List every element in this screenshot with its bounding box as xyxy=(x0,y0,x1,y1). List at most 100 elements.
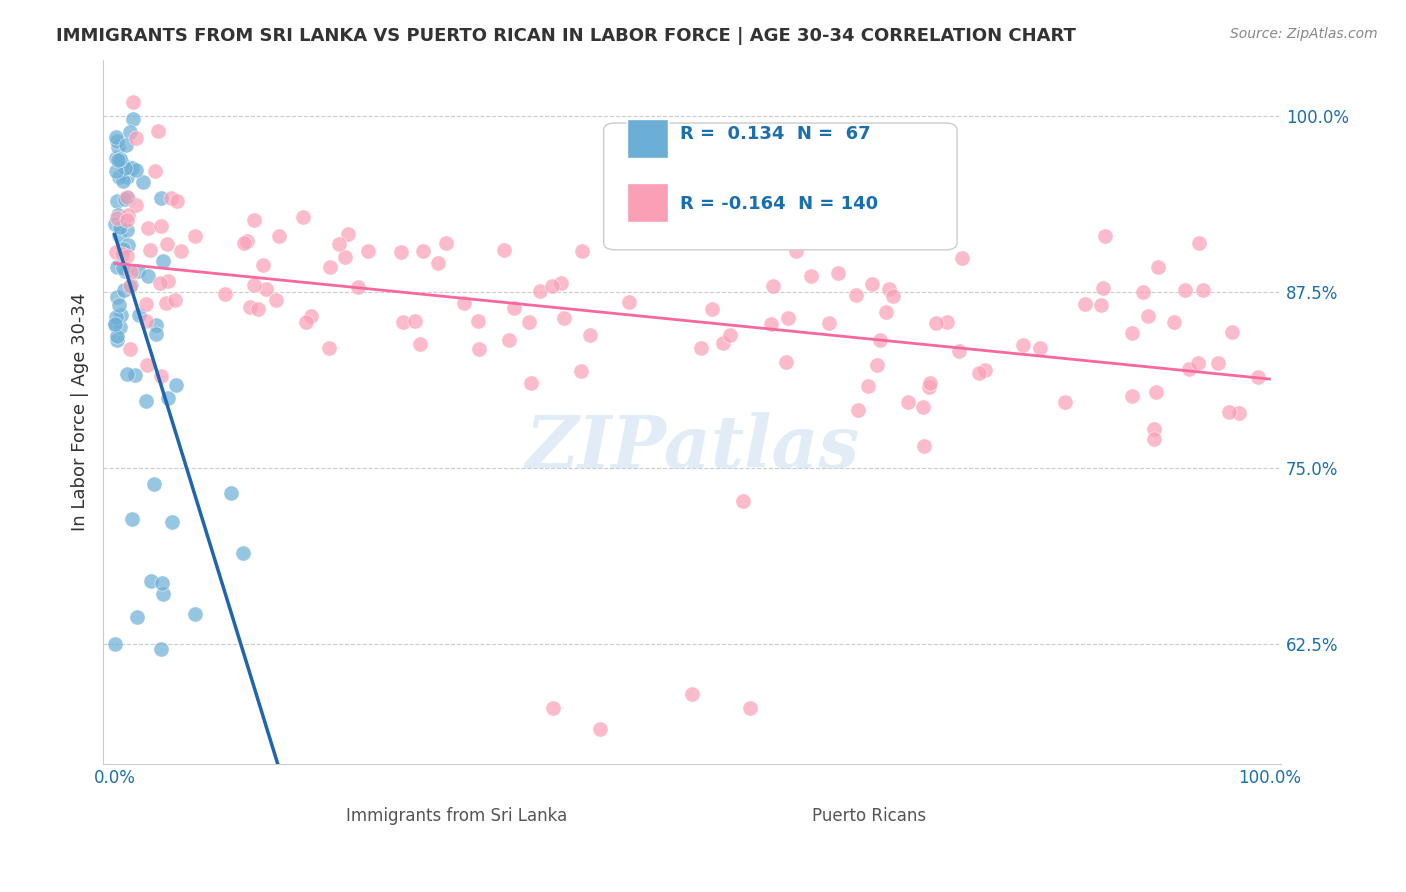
Point xyxy=(1074,296,1097,310)
Point xyxy=(731,494,754,508)
Point xyxy=(122,112,145,126)
Point xyxy=(124,198,146,212)
Point xyxy=(269,229,291,244)
Point xyxy=(848,403,870,417)
Point xyxy=(136,269,159,284)
Text: Immigrants from Sri Lanka: Immigrants from Sri Lanka xyxy=(346,806,567,824)
Point xyxy=(1147,260,1170,274)
Text: ZIPatlas: ZIPatlas xyxy=(524,412,859,483)
Point xyxy=(1163,315,1185,329)
Point xyxy=(142,477,165,491)
Point xyxy=(108,153,131,167)
Point xyxy=(239,301,262,315)
Point xyxy=(389,244,412,259)
Point xyxy=(221,486,243,500)
Point xyxy=(128,309,150,323)
Point xyxy=(152,253,174,268)
Point xyxy=(1187,236,1209,251)
Point xyxy=(494,244,516,258)
Point xyxy=(105,333,128,347)
Point xyxy=(1144,385,1167,400)
Point xyxy=(150,191,173,205)
Point xyxy=(105,290,128,304)
Point xyxy=(1178,362,1201,376)
Point xyxy=(159,191,181,205)
Point xyxy=(543,701,565,715)
Point xyxy=(105,129,128,144)
Point xyxy=(569,364,592,378)
Point xyxy=(897,395,920,409)
Point xyxy=(404,314,426,328)
Point xyxy=(860,277,883,292)
Point xyxy=(139,574,162,588)
Point xyxy=(875,305,897,319)
Point xyxy=(149,642,172,657)
Point xyxy=(135,296,157,310)
Point xyxy=(112,283,135,297)
Text: IMMIGRANTS FROM SRI LANKA VS PUERTO RICAN IN LABOR FORCE | AGE 30-34 CORRELATION: IMMIGRANTS FROM SRI LANKA VS PUERTO RICA… xyxy=(56,27,1076,45)
Point xyxy=(336,227,359,241)
Point xyxy=(112,174,135,188)
Point xyxy=(936,315,959,329)
Point xyxy=(104,318,127,332)
Point xyxy=(107,260,129,274)
Point xyxy=(155,296,177,310)
Point xyxy=(1121,326,1143,340)
Point xyxy=(571,244,593,258)
Text: Puerto Ricans: Puerto Ricans xyxy=(811,806,925,824)
Point xyxy=(111,261,134,276)
Point xyxy=(800,269,823,284)
Point xyxy=(553,311,575,326)
Bar xyxy=(315,789,344,817)
Point xyxy=(105,328,128,343)
Point xyxy=(520,376,543,391)
Point xyxy=(120,278,142,293)
Point xyxy=(690,341,713,355)
Point xyxy=(107,153,129,168)
Point xyxy=(104,310,127,325)
Point xyxy=(145,318,167,332)
Point xyxy=(247,302,270,317)
Point xyxy=(135,314,157,328)
Point xyxy=(184,229,207,244)
Bar xyxy=(627,120,668,158)
Point xyxy=(918,376,941,390)
Point xyxy=(434,236,457,251)
Point xyxy=(118,343,141,357)
Point xyxy=(115,223,138,237)
Point xyxy=(1227,406,1250,420)
Point xyxy=(166,194,188,208)
Point xyxy=(827,266,849,280)
Point xyxy=(104,151,127,165)
Point xyxy=(105,164,128,178)
Point xyxy=(163,293,186,307)
Point xyxy=(146,123,169,137)
Point xyxy=(1143,422,1166,436)
Point xyxy=(427,256,450,270)
Point xyxy=(152,587,174,601)
Point xyxy=(115,249,138,263)
Point xyxy=(143,164,166,178)
FancyBboxPatch shape xyxy=(603,123,957,250)
Point xyxy=(114,264,136,278)
Point xyxy=(882,288,904,302)
Point xyxy=(347,280,370,294)
Point xyxy=(775,354,797,368)
Point xyxy=(498,333,520,347)
Point xyxy=(117,238,139,252)
Point xyxy=(108,320,131,334)
Point xyxy=(752,193,775,207)
Point xyxy=(1143,433,1166,447)
Point xyxy=(295,315,318,329)
Point xyxy=(110,153,132,168)
Point xyxy=(254,283,277,297)
Point xyxy=(319,260,342,274)
Point xyxy=(858,379,880,393)
Point xyxy=(105,135,128,149)
Point xyxy=(718,328,741,343)
Point xyxy=(214,287,236,301)
Point xyxy=(149,276,172,290)
Point xyxy=(127,263,149,277)
Point xyxy=(156,236,179,251)
Point xyxy=(139,243,162,257)
